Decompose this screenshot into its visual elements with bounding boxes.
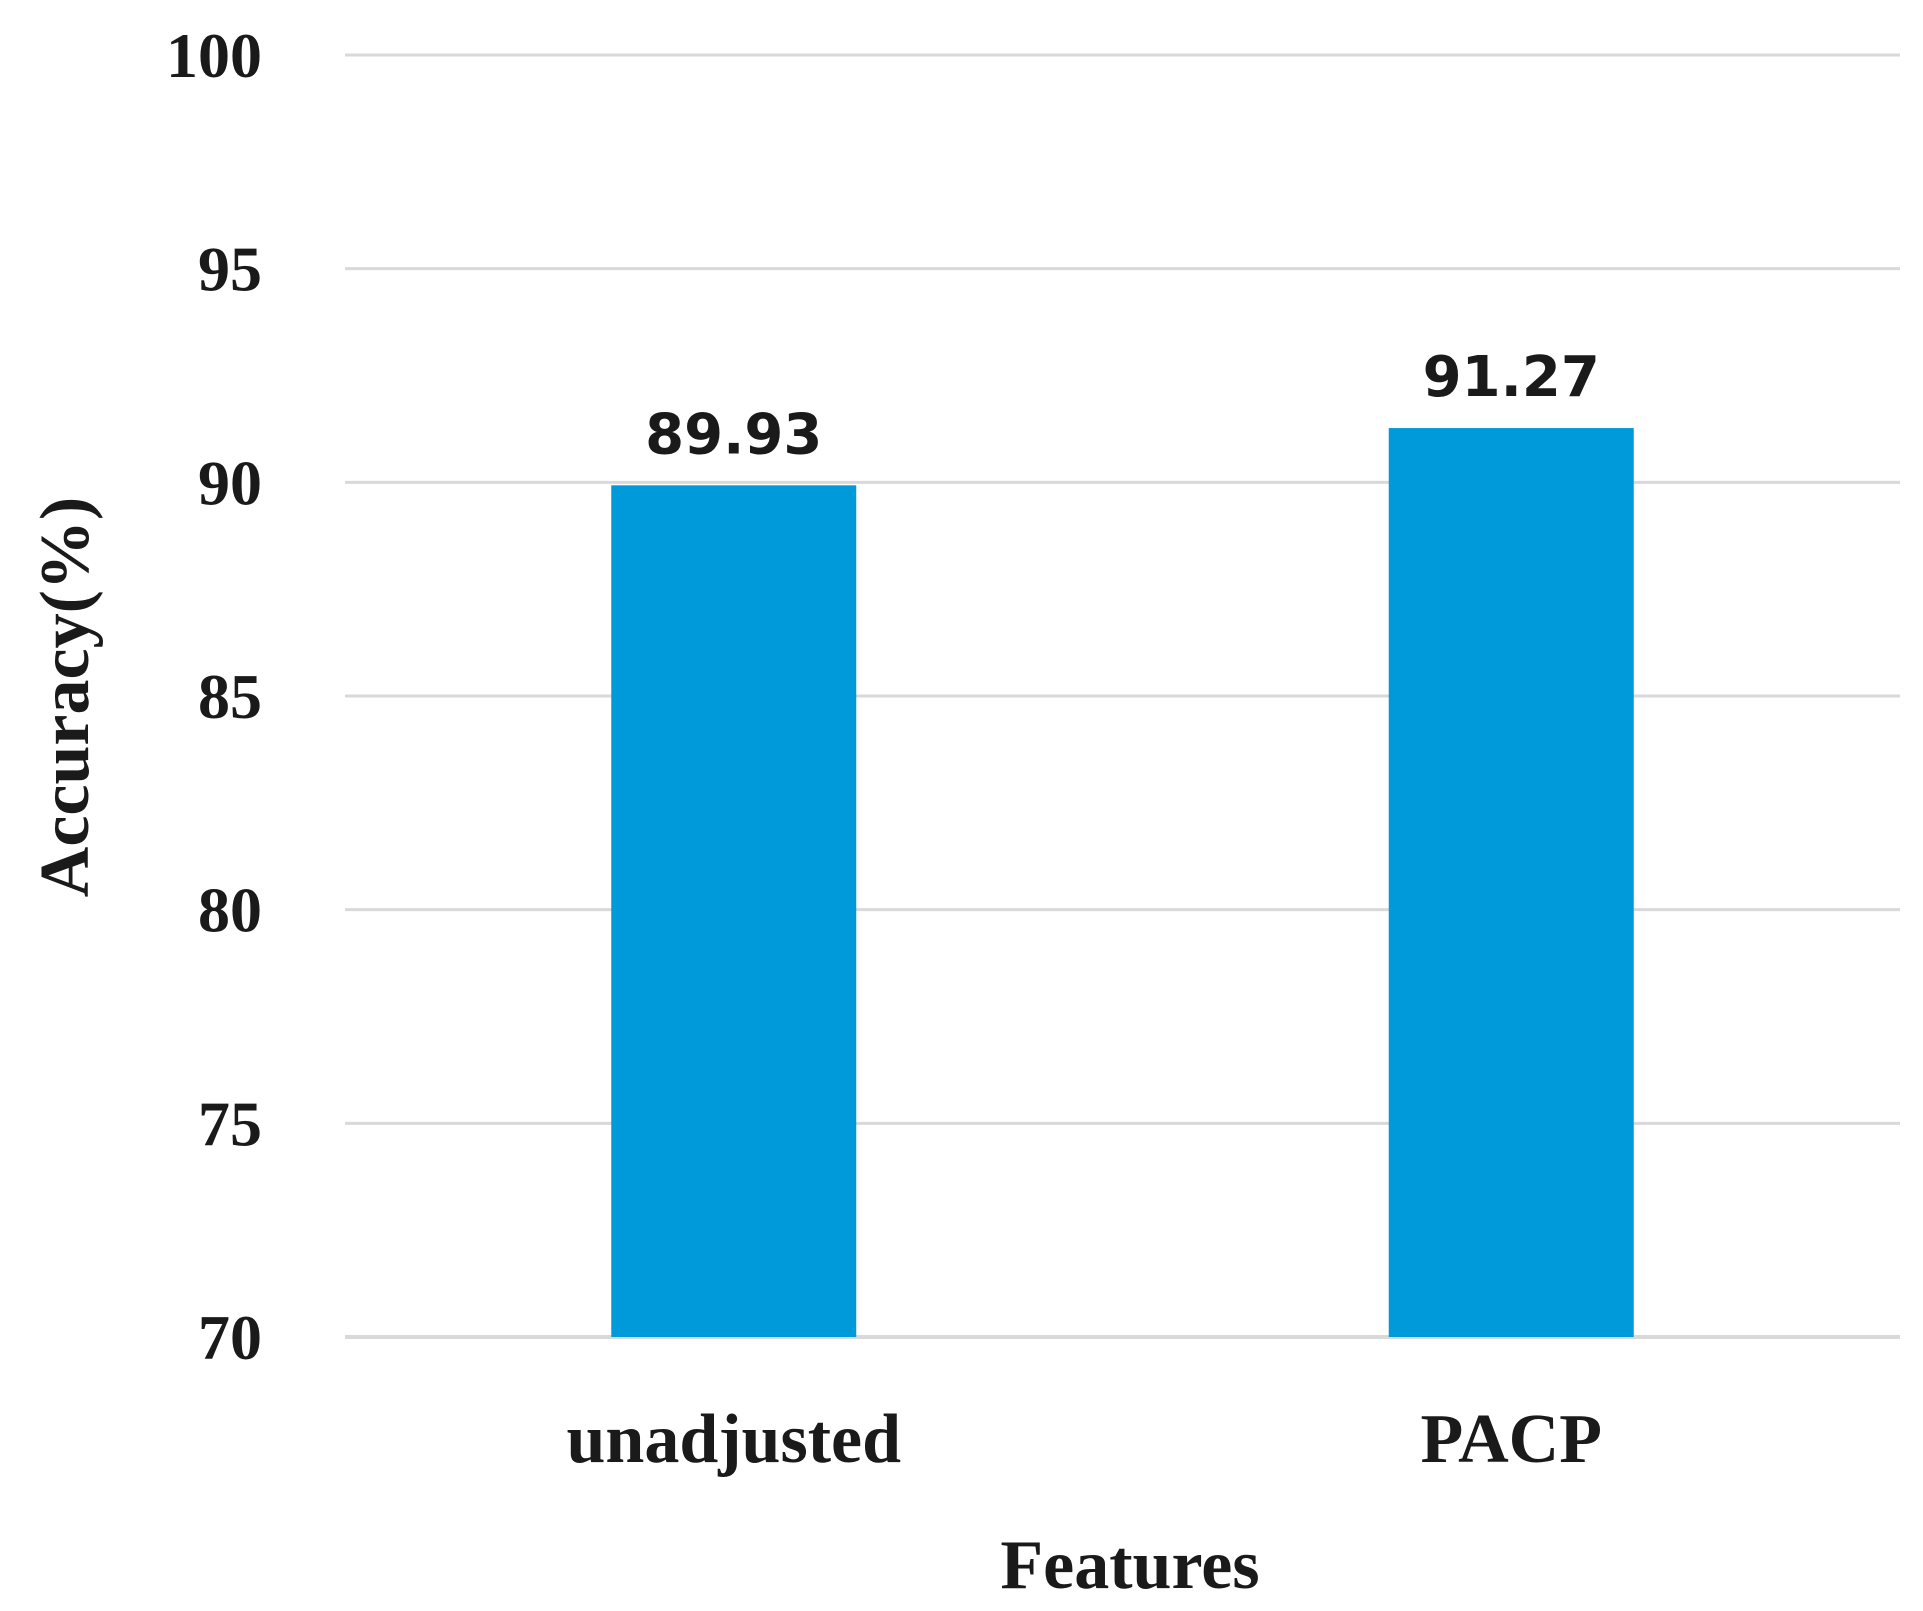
y-tick-label: 70 bbox=[198, 1302, 262, 1373]
bars bbox=[611, 428, 1634, 1337]
bar-unadjusted bbox=[611, 485, 857, 1337]
y-axis-title: Accuracy(%) bbox=[27, 497, 104, 897]
y-tick-label: 80 bbox=[198, 875, 262, 946]
data-label-pacp: 91.27 bbox=[1423, 345, 1600, 410]
x-axis-title: Features bbox=[1000, 1527, 1259, 1604]
y-tick-label: 100 bbox=[166, 20, 262, 91]
x-axis-ticks: unadjusted PACP bbox=[566, 1401, 1602, 1478]
y-axis-ticks: 70 75 80 85 90 95 100 bbox=[166, 20, 262, 1373]
y-tick-label: 95 bbox=[198, 234, 262, 305]
y-tick-label: 90 bbox=[198, 447, 262, 518]
bar-pacp bbox=[1388, 428, 1634, 1337]
x-tick-label: PACP bbox=[1421, 1401, 1602, 1478]
y-tick-label: 75 bbox=[198, 1088, 262, 1159]
y-tick-label: 85 bbox=[198, 661, 262, 732]
x-tick-label: unadjusted bbox=[566, 1401, 901, 1478]
data-labels: 89.93 91.27 bbox=[645, 345, 1600, 467]
gridlines bbox=[345, 53, 1900, 1339]
data-label-unadjusted: 89.93 bbox=[645, 402, 822, 467]
